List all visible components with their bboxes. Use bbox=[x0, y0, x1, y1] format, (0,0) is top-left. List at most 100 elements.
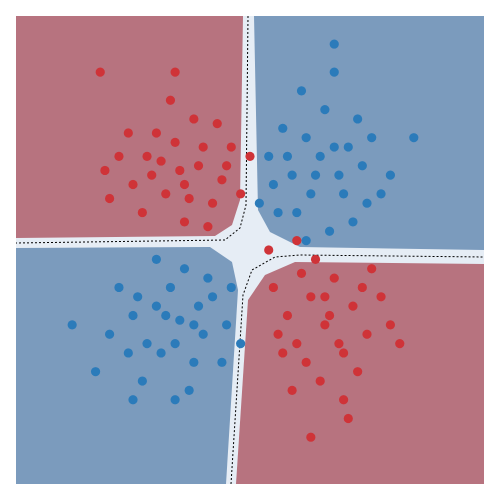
point bbox=[324, 310, 335, 321]
point bbox=[264, 245, 274, 255]
point bbox=[226, 142, 236, 152]
point bbox=[357, 282, 367, 293]
point bbox=[105, 329, 115, 339]
point bbox=[184, 193, 194, 204]
point bbox=[264, 151, 274, 161]
point bbox=[137, 207, 147, 218]
point bbox=[385, 320, 395, 330]
point bbox=[310, 170, 321, 180]
point bbox=[156, 348, 166, 358]
point bbox=[151, 128, 161, 138]
point bbox=[320, 105, 330, 115]
point bbox=[245, 151, 255, 161]
point bbox=[128, 179, 138, 190]
point bbox=[128, 310, 138, 321]
point bbox=[357, 161, 367, 171]
point bbox=[353, 114, 363, 124]
point bbox=[165, 95, 176, 105]
point bbox=[175, 315, 185, 325]
point bbox=[133, 292, 143, 302]
point bbox=[282, 310, 293, 321]
point bbox=[151, 254, 161, 264]
point bbox=[165, 282, 176, 293]
point bbox=[142, 151, 152, 161]
point bbox=[334, 339, 344, 349]
point bbox=[189, 114, 199, 124]
point bbox=[179, 179, 190, 190]
point bbox=[179, 264, 190, 274]
point bbox=[385, 170, 395, 180]
point bbox=[353, 367, 363, 377]
point bbox=[105, 193, 115, 204]
point bbox=[376, 292, 386, 302]
point bbox=[334, 170, 344, 180]
point bbox=[292, 236, 302, 246]
region-blue bbox=[16, 247, 238, 484]
point bbox=[67, 320, 77, 330]
point bbox=[170, 67, 180, 77]
point bbox=[175, 165, 185, 176]
point bbox=[203, 273, 213, 283]
point bbox=[123, 348, 133, 358]
point bbox=[329, 142, 339, 152]
point bbox=[339, 189, 349, 199]
point bbox=[193, 161, 204, 171]
point bbox=[179, 217, 190, 227]
point bbox=[296, 268, 307, 278]
point bbox=[395, 339, 405, 349]
point bbox=[409, 133, 419, 143]
point bbox=[90, 367, 101, 377]
point bbox=[367, 264, 377, 274]
point bbox=[306, 432, 316, 442]
decision-boundary bbox=[15, 15, 249, 244]
point bbox=[268, 282, 278, 293]
point bbox=[170, 137, 180, 147]
point bbox=[348, 217, 358, 227]
point bbox=[193, 301, 204, 311]
point bbox=[306, 292, 316, 302]
point bbox=[100, 165, 110, 176]
point bbox=[203, 222, 213, 232]
point bbox=[301, 357, 311, 367]
point bbox=[161, 310, 171, 321]
point bbox=[278, 348, 288, 358]
point bbox=[339, 348, 349, 358]
point bbox=[273, 207, 283, 218]
point bbox=[324, 226, 335, 236]
point bbox=[287, 385, 297, 395]
point bbox=[207, 292, 218, 302]
point bbox=[217, 357, 227, 367]
point bbox=[343, 142, 353, 152]
point bbox=[207, 198, 218, 208]
point bbox=[114, 282, 124, 293]
point bbox=[320, 320, 330, 330]
point bbox=[236, 339, 246, 349]
point bbox=[142, 339, 152, 349]
point bbox=[137, 376, 147, 386]
point bbox=[301, 236, 311, 246]
point bbox=[128, 395, 138, 405]
point bbox=[376, 189, 386, 199]
point bbox=[222, 320, 232, 330]
point bbox=[282, 151, 293, 161]
point bbox=[329, 67, 339, 77]
point bbox=[184, 385, 194, 395]
point bbox=[306, 189, 316, 199]
point bbox=[292, 339, 302, 349]
point bbox=[320, 292, 330, 302]
point bbox=[236, 189, 246, 199]
point bbox=[362, 198, 372, 208]
point bbox=[198, 142, 208, 152]
point bbox=[123, 128, 133, 138]
point bbox=[310, 254, 321, 264]
point bbox=[114, 151, 124, 161]
point bbox=[339, 395, 349, 405]
point bbox=[315, 151, 325, 161]
point bbox=[170, 339, 180, 349]
point bbox=[170, 395, 180, 405]
point bbox=[343, 413, 353, 424]
point bbox=[287, 170, 297, 180]
point bbox=[254, 198, 264, 208]
